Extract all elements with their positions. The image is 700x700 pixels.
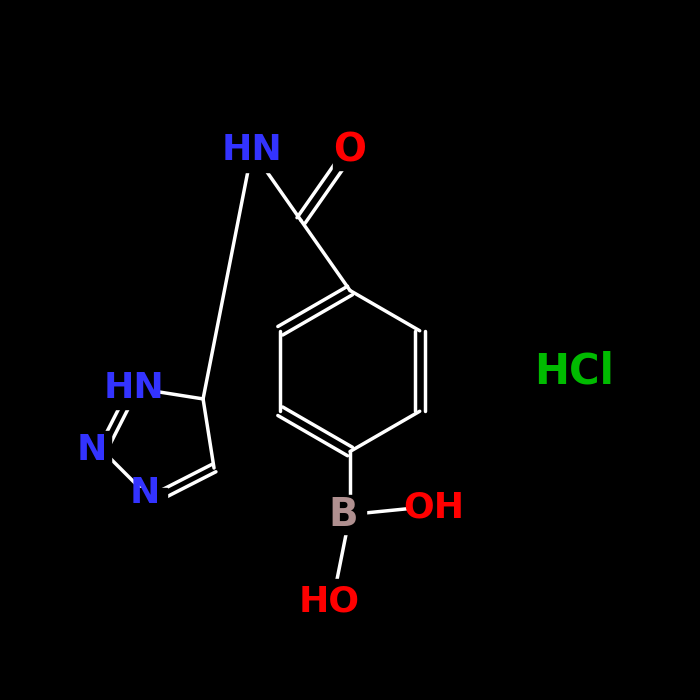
Bar xyxy=(335,496,365,533)
Bar xyxy=(109,367,158,409)
Bar xyxy=(228,130,276,172)
Bar xyxy=(410,488,459,526)
Text: N: N xyxy=(76,433,107,468)
Text: OH: OH xyxy=(403,491,465,524)
Text: HCl: HCl xyxy=(534,350,614,392)
Text: O: O xyxy=(333,132,367,169)
Text: HO: HO xyxy=(298,585,360,619)
Text: HN: HN xyxy=(222,134,282,167)
Bar xyxy=(80,431,111,470)
Text: N: N xyxy=(130,476,160,510)
Text: B: B xyxy=(328,496,358,533)
Bar xyxy=(304,580,354,617)
Text: HN: HN xyxy=(104,371,164,405)
Bar xyxy=(136,487,167,526)
Bar xyxy=(332,132,368,170)
